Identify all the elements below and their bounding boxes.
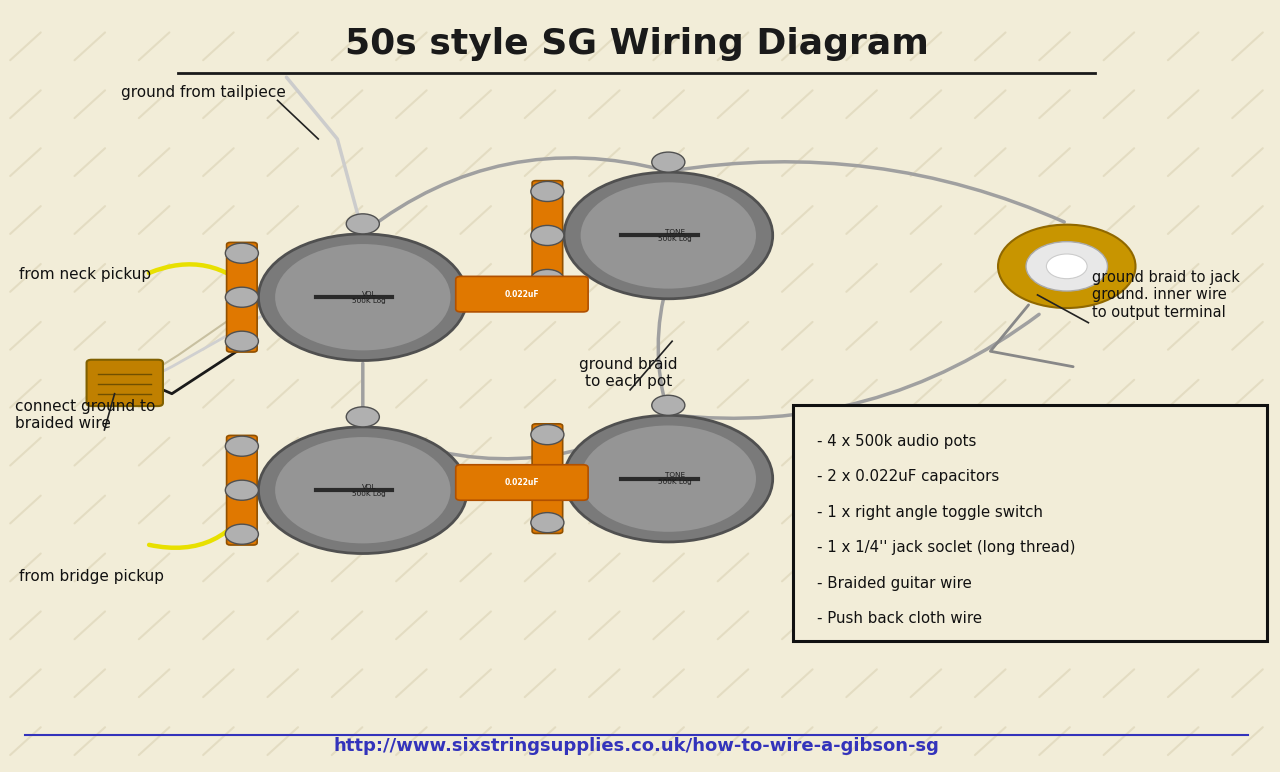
Text: TONE
500K Log: TONE 500K Log xyxy=(658,229,691,242)
Circle shape xyxy=(1046,254,1087,279)
Circle shape xyxy=(564,415,773,542)
Circle shape xyxy=(259,427,467,554)
FancyBboxPatch shape xyxy=(227,242,257,352)
Circle shape xyxy=(347,407,379,427)
FancyBboxPatch shape xyxy=(87,360,163,406)
Text: VOL
500K Log: VOL 500K Log xyxy=(352,291,387,303)
Circle shape xyxy=(225,480,259,500)
Circle shape xyxy=(652,395,685,415)
Text: 0.022uF: 0.022uF xyxy=(504,290,539,299)
Circle shape xyxy=(1027,242,1107,291)
Circle shape xyxy=(531,469,564,489)
FancyBboxPatch shape xyxy=(456,465,588,500)
Circle shape xyxy=(225,287,259,307)
Text: - 1 x right angle toggle switch: - 1 x right angle toggle switch xyxy=(817,505,1043,520)
Circle shape xyxy=(259,234,467,361)
Circle shape xyxy=(531,269,564,290)
Circle shape xyxy=(564,172,773,299)
Circle shape xyxy=(225,524,259,544)
Text: VOL
500K Log: VOL 500K Log xyxy=(352,484,387,496)
FancyBboxPatch shape xyxy=(794,405,1267,641)
Circle shape xyxy=(531,513,564,533)
Circle shape xyxy=(581,425,756,532)
Circle shape xyxy=(531,425,564,445)
Text: - 4 x 500k audio pots: - 4 x 500k audio pots xyxy=(817,434,977,449)
Circle shape xyxy=(998,225,1135,308)
FancyBboxPatch shape xyxy=(532,424,563,533)
Circle shape xyxy=(225,436,259,456)
Text: from bridge pickup: from bridge pickup xyxy=(19,568,164,584)
Text: TONE
500K Log: TONE 500K Log xyxy=(658,472,691,485)
Circle shape xyxy=(225,243,259,263)
Circle shape xyxy=(275,244,451,350)
Text: - Braided guitar wire: - Braided guitar wire xyxy=(817,576,972,591)
FancyBboxPatch shape xyxy=(456,276,588,312)
Text: 50s style SG Wiring Diagram: 50s style SG Wiring Diagram xyxy=(344,27,928,61)
Text: - 1 x 1/4'' jack soclet (long thread): - 1 x 1/4'' jack soclet (long thread) xyxy=(817,540,1075,555)
Text: - 2 x 0.022uF capacitors: - 2 x 0.022uF capacitors xyxy=(817,469,1000,484)
Circle shape xyxy=(347,214,379,234)
Circle shape xyxy=(531,181,564,201)
Circle shape xyxy=(225,331,259,351)
FancyBboxPatch shape xyxy=(227,435,257,545)
Text: from neck pickup: from neck pickup xyxy=(19,267,151,283)
Text: ground braid
to each pot: ground braid to each pot xyxy=(580,357,677,389)
Circle shape xyxy=(652,152,685,172)
Text: ground from tailpiece: ground from tailpiece xyxy=(120,84,285,100)
Circle shape xyxy=(531,225,564,245)
Text: - Push back cloth wire: - Push back cloth wire xyxy=(817,611,982,626)
Circle shape xyxy=(581,182,756,289)
Text: ground braid to jack
ground. inner wire
to output terminal: ground braid to jack ground. inner wire … xyxy=(1092,269,1240,320)
Text: http://www.sixstringsupplies.co.uk/how-to-wire-a-gibson-sg: http://www.sixstringsupplies.co.uk/how-t… xyxy=(334,737,940,755)
Text: 0.022uF: 0.022uF xyxy=(504,478,539,487)
Circle shape xyxy=(275,437,451,543)
Text: connect ground to
braided wire: connect ground to braided wire xyxy=(15,399,156,432)
FancyBboxPatch shape xyxy=(532,181,563,290)
